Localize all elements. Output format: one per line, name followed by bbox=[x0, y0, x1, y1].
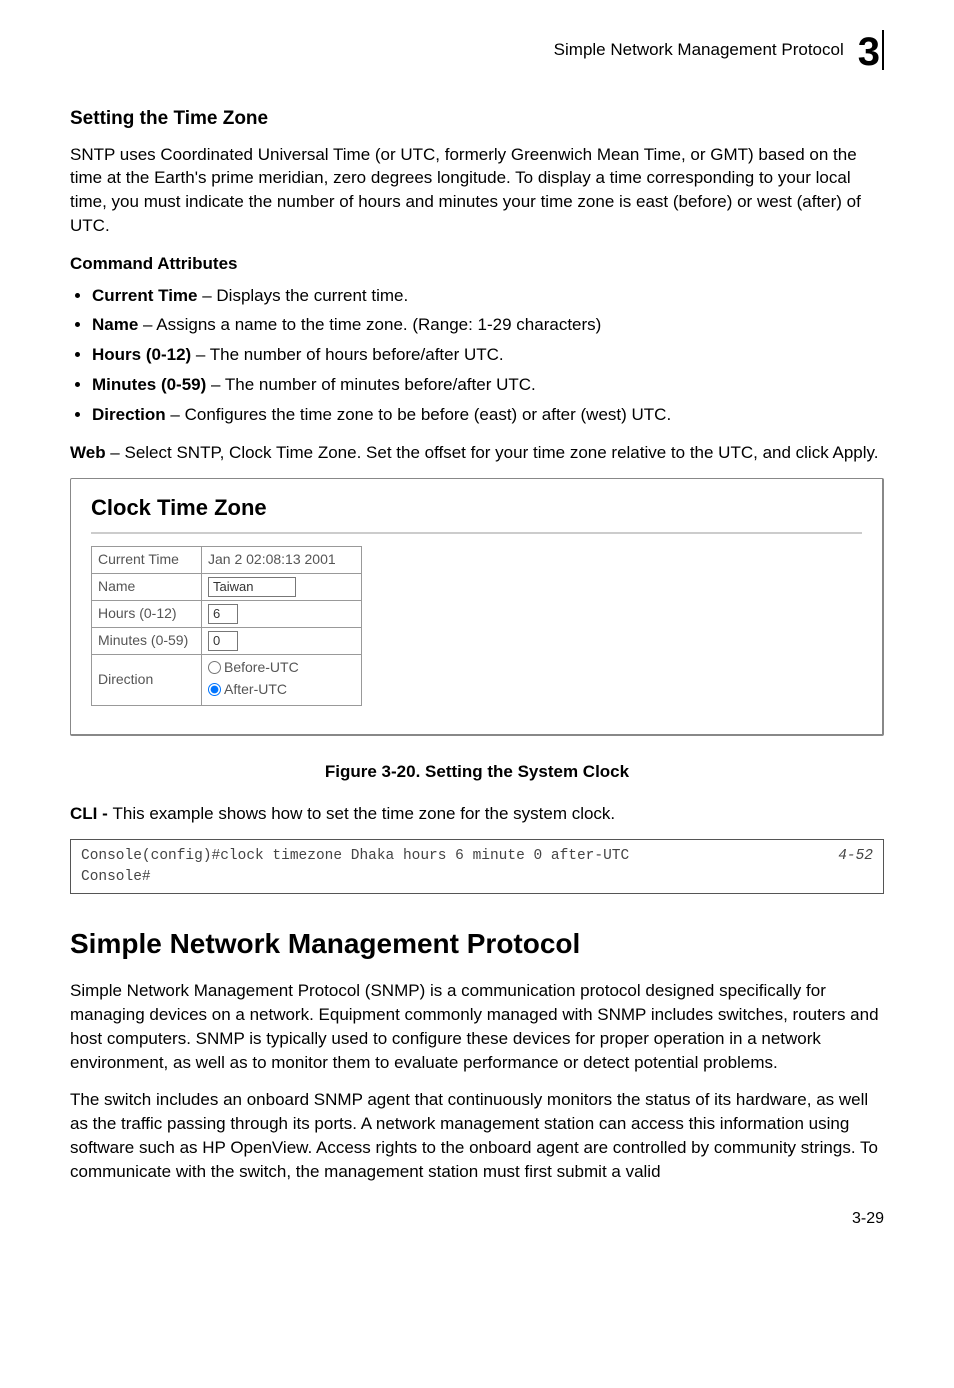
attributes-list: Current Time – Displays the current time… bbox=[70, 284, 884, 427]
attr-name: Direction bbox=[92, 405, 166, 424]
name-input[interactable] bbox=[208, 577, 296, 597]
code-ref: 4-52 bbox=[818, 846, 873, 866]
cli-lead: CLI - bbox=[70, 804, 113, 823]
name-label: Name bbox=[92, 573, 202, 600]
before-utc-radio[interactable] bbox=[208, 661, 221, 674]
current-time-label: Current Time bbox=[92, 547, 202, 574]
attr-desc: – Assigns a name to the time zone. (Rang… bbox=[138, 315, 601, 334]
page-number: 3-29 bbox=[70, 1208, 884, 1230]
cli-text: This example shows how to set the time z… bbox=[113, 804, 616, 823]
minutes-input[interactable] bbox=[208, 631, 238, 651]
cli-instruction: CLI - This example shows how to set the … bbox=[70, 802, 884, 826]
attr-name: Name bbox=[92, 315, 138, 334]
direction-label: Direction bbox=[92, 655, 202, 706]
clock-table: Current Time Jan 2 02:08:13 2001 Name Ho… bbox=[91, 546, 362, 706]
panel-title: Clock Time Zone bbox=[91, 493, 862, 524]
hours-input[interactable] bbox=[208, 604, 238, 624]
attr-desc: – Displays the current time. bbox=[198, 286, 409, 305]
minutes-label: Minutes (0-59) bbox=[92, 627, 202, 654]
current-time-value: Jan 2 02:08:13 2001 bbox=[202, 547, 362, 574]
snmp-para-2: The switch includes an onboard SNMP agen… bbox=[70, 1088, 884, 1183]
web-lead: Web bbox=[70, 443, 106, 462]
chapter-icon: 3 bbox=[858, 30, 884, 70]
intro-paragraph: SNTP uses Coordinated Universal Time (or… bbox=[70, 143, 884, 238]
direction-cell: Before-UTC After-UTC bbox=[202, 655, 362, 706]
hours-label: Hours (0-12) bbox=[92, 600, 202, 627]
page-header: Simple Network Management Protocol 3 bbox=[70, 30, 884, 70]
before-utc-label: Before-UTC bbox=[224, 658, 299, 678]
running-title: Simple Network Management Protocol bbox=[554, 38, 844, 62]
hours-cell bbox=[202, 600, 362, 627]
after-utc-label: After-UTC bbox=[224, 680, 287, 700]
attr-item: Current Time – Displays the current time… bbox=[92, 284, 884, 308]
attr-name: Current Time bbox=[92, 286, 198, 305]
subheading-setting-time-zone: Setting the Time Zone bbox=[70, 106, 884, 133]
attr-item: Name – Assigns a name to the time zone. … bbox=[92, 313, 884, 337]
name-cell bbox=[202, 573, 362, 600]
attr-name: Minutes (0-59) bbox=[92, 375, 206, 394]
chapter-number: 3 bbox=[858, 34, 880, 70]
section-title-snmp: Simple Network Management Protocol bbox=[70, 924, 884, 963]
attr-desc: – Configures the time zone to be before … bbox=[166, 405, 672, 424]
attr-desc: – The number of minutes before/after UTC… bbox=[206, 375, 535, 394]
after-utc-radio[interactable] bbox=[208, 683, 221, 696]
clock-time-zone-panel: Clock Time Zone Current Time Jan 2 02:08… bbox=[70, 478, 884, 735]
attr-item: Hours (0-12) – The number of hours befor… bbox=[92, 343, 884, 367]
panel-divider bbox=[91, 532, 862, 534]
attr-name: Hours (0-12) bbox=[92, 345, 191, 364]
attr-desc: – The number of hours before/after UTC. bbox=[191, 345, 503, 364]
attr-item: Direction – Configures the time zone to … bbox=[92, 403, 884, 427]
attr-item: Minutes (0-59) – The number of minutes b… bbox=[92, 373, 884, 397]
snmp-para-1: Simple Network Management Protocol (SNMP… bbox=[70, 979, 884, 1074]
code-lines: Console(config)#clock timezone Dhaka hou… bbox=[81, 846, 629, 887]
web-instruction: Web – Select SNTP, Clock Time Zone. Set … bbox=[70, 441, 884, 465]
web-text: – Select SNTP, Clock Time Zone. Set the … bbox=[106, 443, 879, 462]
minutes-cell bbox=[202, 627, 362, 654]
command-attributes-heading: Command Attributes bbox=[70, 252, 884, 276]
figure-caption: Figure 3-20. Setting the System Clock bbox=[70, 760, 884, 784]
code-box: Console(config)#clock timezone Dhaka hou… bbox=[70, 839, 884, 894]
